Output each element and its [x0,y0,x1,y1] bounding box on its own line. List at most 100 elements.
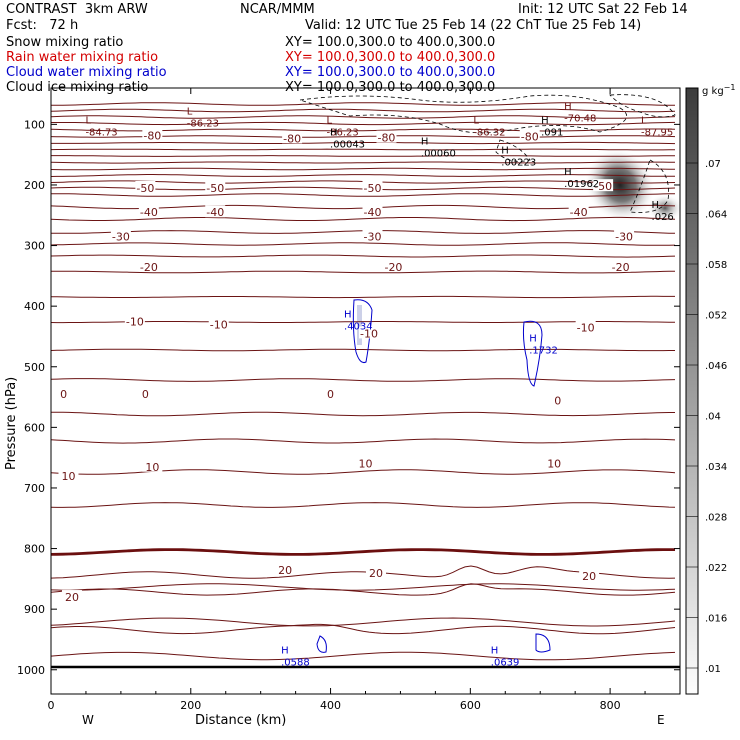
x-tick-label: 0 [48,699,55,712]
temperature-label-bg [205,180,226,193]
y-tick-label: 100 [24,118,45,131]
field-label-snow: Snow mixing ratio [6,35,124,50]
isotherm-line [51,167,676,171]
extremum-value: -86.32 [473,127,505,138]
extremum-symbol: H [501,146,509,157]
temperature-label-bg [610,259,631,272]
isotherm-line [51,121,676,126]
temperature-label-bg [138,259,159,272]
temperature-label-bg [358,326,379,339]
temperature-label-bg [275,562,296,575]
extremum-symbol: L [641,115,647,126]
temperature-label-bg [362,205,383,218]
temperature-label-bg [53,387,74,400]
temperature-label: -50 [136,182,154,195]
extremum-value: -86.23 [187,118,219,129]
temperature-label: -40 [570,206,588,219]
temperature-label: -10 [577,321,595,334]
isotherm-line [51,411,675,417]
temperature-label: -50 [206,182,224,195]
isotherm-line [51,242,676,246]
temperature-label-bg [575,320,596,333]
temperature-label-bg [205,205,226,218]
isotherm-line [51,623,676,635]
extremum-value: -70.48 [564,113,596,124]
temperature-label-bg [135,387,156,400]
extremum-symbol: L [85,115,91,126]
extremum-value: .0588 [281,658,310,669]
extremum-symbol: H [330,128,338,139]
temperature-label: -30 [364,230,382,243]
model-title: CONTRAST 3km ARW [6,2,148,17]
extremum-symbol: L [187,106,193,117]
isotherm-line [51,115,676,119]
temperature-label-bg [320,387,341,400]
isotherm-line [51,108,676,113]
temperature-label-bg [544,456,565,469]
temperature-label: 0 [142,388,149,401]
temperature-label: -40 [364,206,382,219]
x-tick-label: 600 [460,699,481,712]
temperature-label-bg [376,130,397,143]
temperature-label: 0 [554,395,561,408]
isotherm-line [51,216,676,222]
temperature-label: 0 [327,388,334,401]
temperature-label-bg [58,468,79,481]
temperature-label-bg [593,179,614,192]
cloud-ice-contour [609,94,676,118]
isotherm-line [51,141,676,145]
temperature-label-bg [61,590,82,603]
field-xy-cloud-water: XY= 100.0,300.0 to 400.0,300.0 [285,65,496,80]
cloud-ice-contour [495,139,531,162]
extremum-value: -86.23 [327,127,359,138]
temperature-label-bg [282,131,303,144]
extremum-value: .00043 [330,140,365,151]
colorbar-tick-label: .04 [705,412,721,423]
temperature-label: -20 [612,261,630,274]
temperature-label: -20 [140,261,158,274]
field-label-rain: Rain water mixing ratio [6,50,159,65]
temperature-label: -10 [210,318,228,331]
isotherm-line [51,502,676,508]
y-tick-label: 1000 [17,664,45,677]
isotherm-line [51,102,676,106]
temperature-label-bg [547,393,568,406]
extremum-value: -84.73 [85,127,117,138]
temperature-label-bg [614,229,635,242]
extremum-symbol: H [491,646,499,657]
temperature-label: 10 [61,470,75,483]
isotherm-line [51,565,676,579]
isotherm-line [51,174,675,177]
x-axis-label: Distance (km) [195,713,286,728]
temperature-label: -10 [126,315,144,328]
colorbar-tick-label: .07 [705,159,721,170]
temperature-label: 10 [145,461,159,474]
contour-labels: -80 -80 -80 -80 -50 -50 -50 -50 -40 -40 -40 -40 -30 -… [53,101,674,669]
extremum-symbol: H [564,101,572,112]
temperature-label-bg [365,565,386,578]
cloud-water-contour [522,320,543,387]
cloud-water-contour [535,633,551,653]
cloud-ice-dashed-contours [299,94,676,213]
field-label-cloud-water: Cloud water mixing ratio [6,65,167,80]
extremum-symbol: H [564,167,572,178]
y-tick-label: 500 [24,361,45,374]
center-title: NCAR/MMM [240,2,315,17]
y-tick-label: 600 [24,421,45,434]
init-time: Init: 12 UTC Sat 22 Feb 14 [518,2,688,17]
temperature-label: 20 [65,591,79,604]
extremum-symbol: H [541,115,549,126]
field-xy-snow: XY= 100.0,300.0 to 400.0,300.0 [285,35,496,50]
isotherm-line [51,270,676,274]
temperature-label: -80 [521,130,539,143]
valid-time: Valid: 12 UTC Tue 25 Feb 14 (22 ChT Tue … [305,18,642,33]
temperature-label: -80 [283,132,301,145]
temperature-label: -50 [594,180,612,193]
cloud-ice-contour [299,94,627,134]
colorbar-unit: g kg−1 [702,83,735,97]
cloud-ice-contour [629,159,669,213]
temperature-label-bg [519,129,540,142]
colorbar-tick-label: .058 [705,260,727,271]
colorbar-tick-label: .052 [705,311,727,322]
isotherm-line [51,438,676,444]
